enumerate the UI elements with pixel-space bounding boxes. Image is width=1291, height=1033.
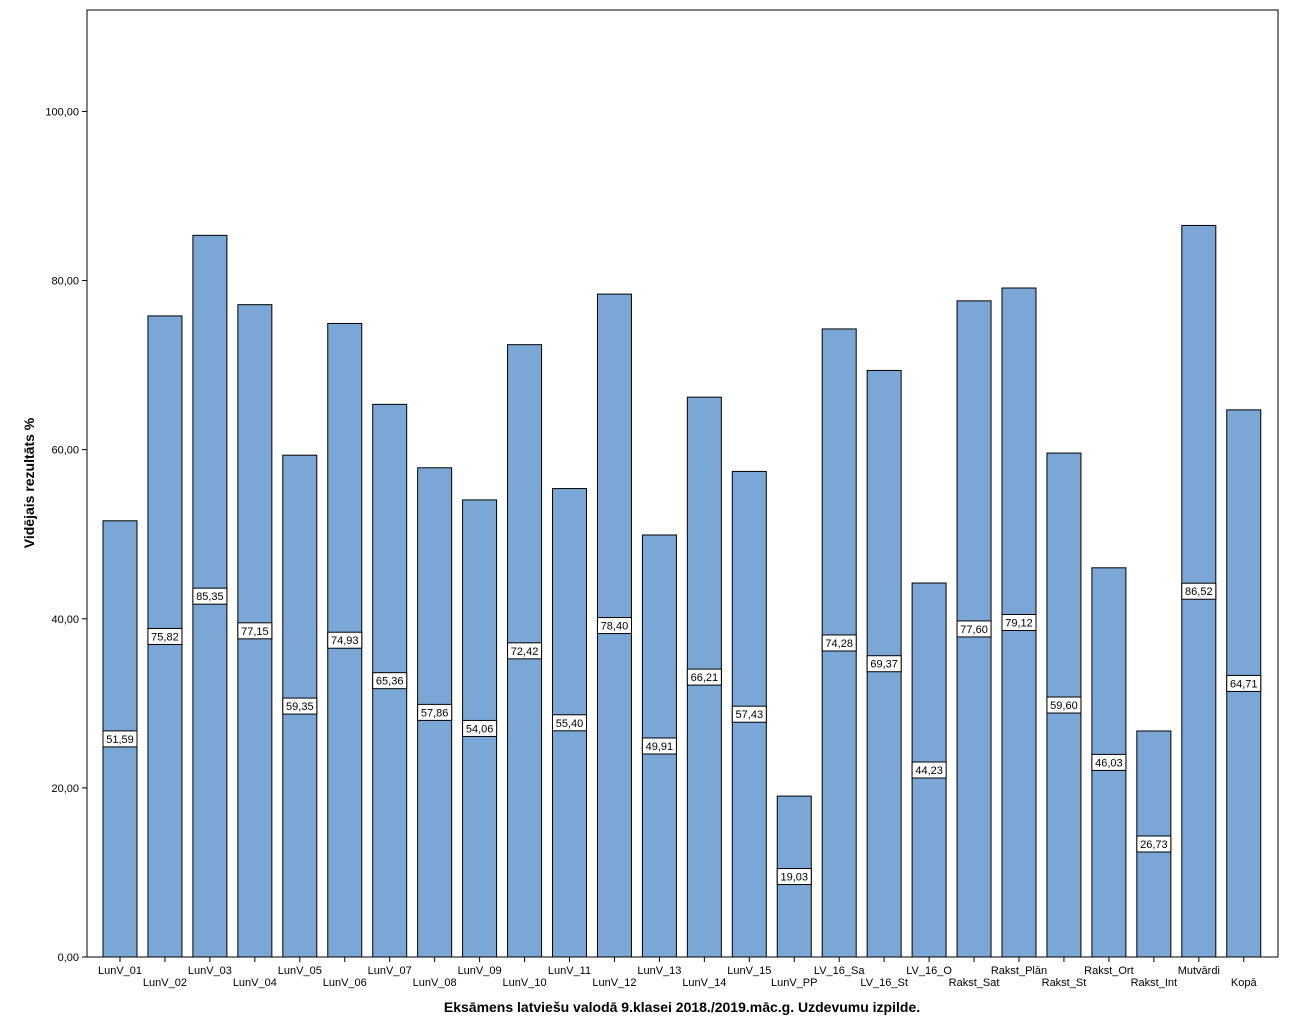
data-label-box [596,617,632,635]
x-tick-label: LunV_08 [413,977,457,989]
x-tick-label: LV_16_St [860,977,908,989]
x-tick-label: LunV_07 [368,965,412,977]
data-label-box [552,714,587,732]
data-label-box [237,622,273,640]
data-label: 74,28 [825,638,853,650]
x-tick-label: LunV_PP [771,977,817,989]
x-tick-label: LV_16_O [906,965,952,977]
data-label: 49,91 [646,741,674,753]
x-tick-label: LunV_06 [323,977,367,989]
data-label-box [372,672,408,690]
data-label: 74,93 [331,635,359,647]
data-label: 77,15 [241,626,269,638]
data-label-box [282,697,318,715]
y-tick-label: 100,00 [45,106,79,118]
x-tick-label: LunV_04 [233,977,277,989]
x-tick-label: LunV_11 [548,965,591,977]
y-axis: 0,00 20,00 40,00 60,00 80,00 100,00 [45,106,87,964]
data-label: 54,06 [466,723,494,735]
data-label: 46,03 [1095,757,1123,769]
y-tick-label: 80,00 [51,276,79,288]
data-label: 79,12 [1005,618,1033,630]
data-label-box [641,737,677,755]
x-tick-label: Mutvārdi [1178,965,1220,977]
x-tick-label: LunV_02 [143,977,187,989]
data-label-box [417,703,453,721]
data-label-box [911,761,947,779]
data-label: 55,40 [556,718,584,730]
x-tick-label: LunV_01 [98,965,142,977]
data-label: 57,86 [421,707,449,719]
x-tick-label: LunV_14 [682,977,726,989]
data-label-box [1181,582,1217,600]
data-label: 77,60 [960,624,988,636]
y-tick-label: 40,00 [51,614,79,626]
data-label: 75,82 [151,631,179,643]
data-label-box [1136,835,1172,853]
x-tick-label: LunV_13 [637,965,681,977]
data-label: 78,40 [601,621,629,633]
data-label-box [956,620,992,638]
data-label-box [192,587,228,605]
data-label-box [821,634,857,652]
x-tick-label: LunV_10 [503,977,547,989]
data-label: 72,42 [511,646,539,658]
x-tick-label: LunV_05 [278,965,322,977]
data-label-box [776,868,812,886]
data-label-box [686,668,722,686]
data-label: 66,21 [691,672,719,684]
data-label-box [147,627,183,645]
data-label-box [731,705,767,723]
data-label: 64,71 [1230,678,1258,690]
data-label-box [462,719,498,737]
x-axis: LunV_01LunV_02LunV_03LunV_04LunV_05LunV_… [98,957,1257,989]
data-label: 19,03 [780,872,808,884]
x-tick-label: Rakst_St [1042,977,1087,989]
data-label-box [102,730,138,748]
x-tick-label: LV_16_Sa [814,965,865,977]
x-tick-label: Rakst_Plān [991,965,1047,977]
x-axis-title: Eksāmens latviešu valodā 9.klasei 2018./… [444,999,920,1015]
value-labels: 51,59 75,82 85,35 77,15 59,35 74,93 65,36 57,86… [102,582,1262,886]
x-tick-label: Rakst_Ort [1084,965,1134,977]
x-tick-label: Rakst_Sat [949,977,1000,989]
data-label: 69,37 [870,659,898,671]
x-tick-label: LunV_09 [458,965,502,977]
y-tick-label: 60,00 [51,445,79,457]
data-label: 44,23 [915,765,943,777]
data-label: 85,35 [196,591,224,603]
x-tick-label: LunV_12 [592,977,636,989]
data-label-box [327,631,363,649]
data-label-box [1226,674,1262,692]
data-label: 51,59 [106,734,134,746]
data-label: 59,60 [1050,700,1078,712]
y-tick-label: 20,00 [51,783,79,795]
data-label-box [1001,614,1037,632]
y-axis-title: Vidējais rezultāts % [21,417,37,548]
data-label-box [1046,696,1082,714]
x-tick-label: Kopā [1231,977,1258,989]
data-label: 59,35 [286,701,314,713]
data-label: 86,52 [1185,586,1213,598]
data-label-box [866,655,902,673]
y-tick-label: 0,00 [58,952,79,964]
data-label: 26,73 [1140,839,1168,851]
x-tick-label: Rakst_Int [1131,977,1177,989]
data-label-box [507,642,543,660]
x-tick-label: LunV_03 [188,965,232,977]
data-label-box [1091,753,1127,771]
data-label: 65,36 [376,676,404,688]
data-label: 57,43 [736,709,764,721]
x-tick-label: LunV_15 [727,965,771,977]
